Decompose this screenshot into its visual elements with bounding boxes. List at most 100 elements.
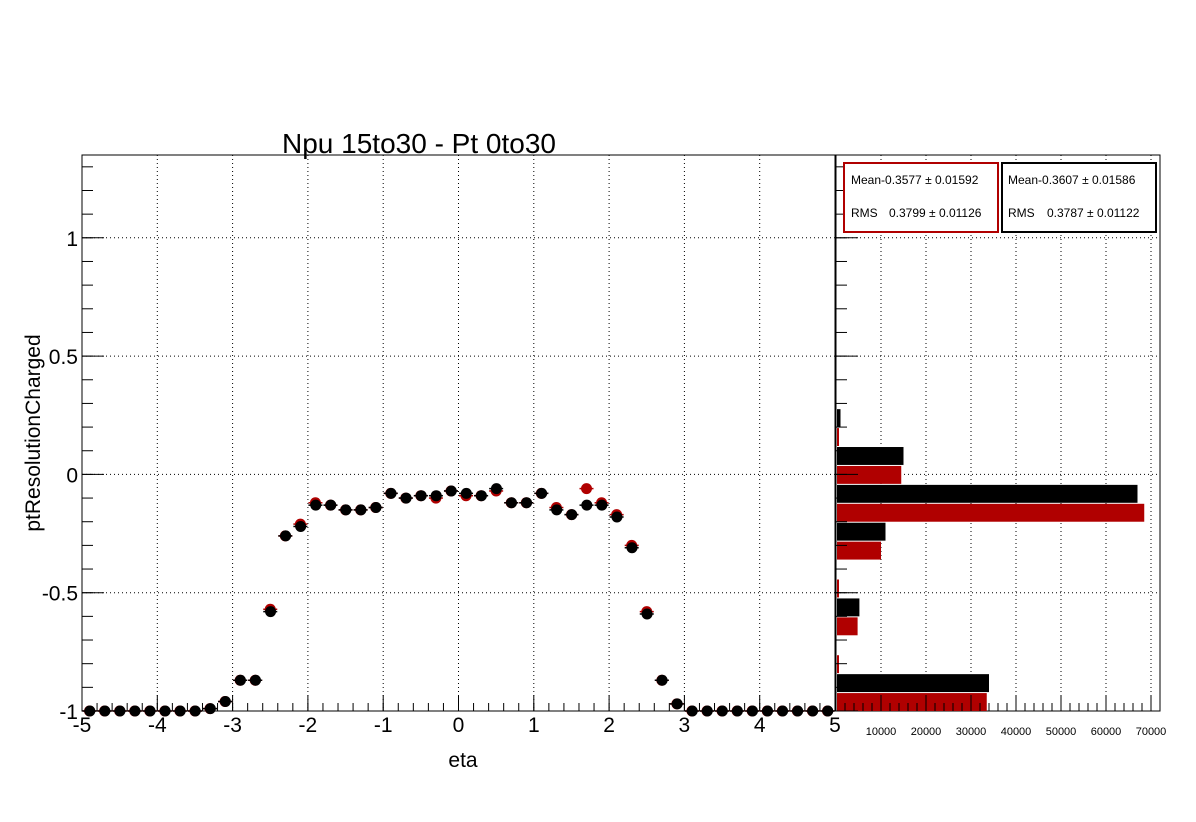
side-x-tick-label: 60000 [1091, 726, 1122, 738]
data-point [445, 485, 457, 497]
data-point [189, 705, 201, 717]
hist-bar-red [837, 693, 987, 711]
stats-red-rms: RMS 0.3799 ± 0.01126 [851, 206, 982, 220]
main-grid [82, 155, 835, 711]
data-point [671, 698, 683, 710]
series-1-points [82, 483, 835, 717]
data-point [536, 487, 548, 499]
data-point [99, 705, 111, 717]
data-point [234, 674, 246, 686]
x-tick-label: -2 [299, 714, 318, 737]
data-point [219, 696, 231, 708]
data-point [144, 705, 156, 717]
stats-black-rms: RMS 0.3787 ± 0.01122 [1008, 206, 1140, 220]
data-point [400, 492, 412, 504]
hist-bar-black [837, 409, 841, 428]
stats-box-black: Mean-0.3607 ± 0.01586 RMS 0.3787 ± 0.0112… [1001, 162, 1157, 233]
side-grid [836, 155, 1160, 711]
data-point [551, 504, 563, 516]
data-point [385, 487, 397, 499]
x-tick-label: 4 [754, 714, 766, 737]
stats-box-black-frame [1001, 162, 1157, 233]
data-point [731, 705, 743, 717]
main-axis-ticks [81, 166, 836, 712]
main-tick-labels: -5 -4 -3 -2 -1 0 1 2 3 4 5 -1 -0.5 0 0.5 1 [42, 228, 841, 737]
hist-bar-red [837, 655, 839, 674]
side-x-tick-label: 50000 [1046, 726, 1077, 738]
data-point [430, 490, 442, 502]
x-tick-label: -4 [148, 714, 167, 737]
hist-bar-red [837, 617, 858, 636]
data-point [265, 606, 277, 618]
data-point [792, 705, 804, 717]
data-point [626, 542, 638, 554]
x-tick-label: 3 [679, 714, 691, 737]
data-point [475, 490, 487, 502]
data-point [204, 703, 216, 715]
side-x-tick-label: 70000 [1136, 726, 1167, 738]
hist-bar-red [837, 428, 839, 447]
data-point [581, 483, 593, 495]
side-tick-labels: 10000 20000 30000 40000 50000 60000 70000 [866, 726, 1167, 738]
data-point [129, 705, 141, 717]
x-tick-label: 1 [528, 714, 540, 737]
data-point [280, 530, 292, 542]
data-point [415, 490, 427, 502]
data-point [295, 520, 307, 532]
data-point [822, 705, 834, 717]
hist-bar-black [837, 674, 989, 693]
data-point [746, 705, 758, 717]
stats-box-red-frame [843, 162, 999, 233]
data-point [84, 705, 96, 717]
hist-bar-red [837, 579, 839, 598]
hist-bar-black [837, 598, 860, 617]
data-point [596, 499, 608, 511]
data-point [716, 705, 728, 717]
side-x-tick-label: 30000 [956, 726, 987, 738]
data-point [460, 487, 472, 499]
hist-bar-red [837, 541, 881, 560]
hist-bar-red [837, 503, 1145, 522]
data-point [807, 705, 819, 717]
chart-title: Npu 15to30 - Pt 0to30 [282, 128, 556, 159]
hist-bar-black [837, 484, 1138, 503]
side-bars [837, 409, 1145, 711]
x-tick-label: 5 [829, 714, 841, 737]
stats-box-red: Mean-0.3577 ± 0.01592 RMS 0.3799 ± 0.011… [843, 162, 999, 233]
data-point [641, 608, 653, 620]
y-tick-label: 0 [66, 464, 78, 487]
data-point [114, 705, 126, 717]
x-tick-label: 0 [453, 714, 465, 737]
y-tick-label: -0.5 [42, 583, 78, 606]
data-point [340, 504, 352, 516]
y-axis-label: ptResolutionCharged [22, 334, 45, 531]
projection-histogram: 10000 20000 30000 40000 50000 60000 70000 [835, 154, 1167, 738]
hist-bar-black [837, 522, 886, 541]
data-point [777, 705, 789, 717]
data-point [370, 502, 382, 514]
hist-bar-black [837, 447, 904, 465]
data-point [490, 483, 502, 495]
data-point [581, 499, 593, 511]
data-point [310, 499, 322, 511]
main-data-points [82, 483, 835, 717]
side-x-tick-label: 40000 [1001, 726, 1032, 738]
data-point [355, 504, 367, 516]
hist-bar-red [837, 465, 902, 484]
data-point [686, 705, 698, 717]
stats-black-mean: Mean-0.3607 ± 0.01586 [1008, 173, 1136, 187]
data-point [611, 511, 623, 523]
x-axis-label: eta [448, 749, 478, 772]
data-point [521, 497, 533, 509]
data-point [159, 705, 171, 717]
side-x-tick-label: 20000 [911, 726, 942, 738]
y-tick-label: 0.5 [49, 346, 78, 369]
data-point [762, 705, 774, 717]
y-tick-label: 1 [66, 228, 78, 251]
side-x-tick-label: 10000 [866, 726, 897, 738]
stats-red-mean: Mean-0.3577 ± 0.01592 [851, 173, 979, 187]
data-point [325, 499, 337, 511]
x-tick-label: -3 [223, 714, 242, 737]
